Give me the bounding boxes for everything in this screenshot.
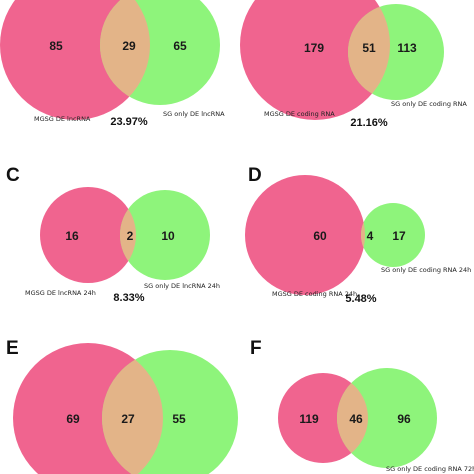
venn-left-count: 60: [313, 229, 327, 243]
venn-overlap-count: 51: [362, 41, 376, 55]
venn-left-count: 119: [299, 412, 319, 426]
panel-letter-c: C: [6, 165, 20, 186]
venn-panel-e: E 69 27 55: [6, 338, 238, 474]
venn-set-left: [245, 175, 365, 295]
venn-set-left: [240, 0, 390, 120]
venn-panel-f: F 119 46 96 SG only DE coding RNA 72h: [250, 338, 474, 473]
venn-overlap-count: 4: [367, 229, 374, 243]
venn-left-count: 69: [66, 412, 80, 426]
venn-overlap-percentage: 21.16%: [350, 117, 388, 129]
venn-right-count: 10: [161, 229, 175, 243]
panel-letter-f: F: [250, 338, 262, 359]
venn-overlap-count: 29: [122, 39, 136, 53]
venn-overlap-percentage: 23.97%: [110, 116, 148, 128]
venn-right-set-label: SG only DE lncRNA 24h: [144, 282, 220, 290]
venn-set-right: [361, 203, 425, 267]
venn-overlap-percentage: 5.48%: [345, 293, 376, 305]
venn-left-count: 16: [65, 229, 79, 243]
venn-right-count: 96: [397, 412, 411, 426]
panel-letter-d: D: [248, 165, 262, 186]
venn-set-right: [120, 190, 210, 280]
venn-overlap-region: [100, 0, 150, 105]
venn-left-set-label: MGSG DE lncRNA 24h: [25, 289, 96, 297]
venn-right-count: 55: [172, 412, 186, 426]
venn-right-set-label: SG only DE coding RNA: [391, 100, 467, 108]
venn-right-set-label: SG only DE coding RNA 72h: [386, 465, 474, 473]
venn-overlap-count: 2: [127, 229, 134, 243]
venn-left-set-label: MGSG DE coding RNA: [264, 110, 335, 118]
venn-panel-d: D 60 4 17 MGSG DE coding RNA 24h SG only…: [245, 165, 471, 305]
venn-panel-a: 85 29 65 MGSG DE lncRNA SG only DE lncRN…: [0, 0, 225, 128]
venn-left-count: 85: [49, 39, 63, 53]
venn-set-left: [40, 187, 136, 283]
venn-panel-b: 179 51 113 MGSG DE coding RNA SG only DE…: [240, 0, 467, 129]
venn-right-count: 113: [397, 41, 417, 55]
venn-right-set-label: SG only DE coding RNA 24h: [381, 266, 471, 274]
venn-overlap-percentage: 8.33%: [113, 292, 144, 304]
venn-left-set-label: MGSG DE coding RNA 24h: [272, 290, 357, 298]
venn-left-count: 179: [304, 41, 324, 55]
panel-letter-e: E: [6, 338, 19, 359]
venn-right-count: 17: [392, 229, 406, 243]
venn-overlap-count: 27: [121, 412, 135, 426]
venn-set-right: [337, 368, 437, 468]
venn-right-count: 65: [173, 39, 187, 53]
venn-panel-c: C 16 2 10 MGSG DE lncRNA 24h SG only DE …: [6, 165, 220, 304]
venn-overlap-region: [102, 350, 163, 474]
venn-overlap-count: 46: [349, 412, 363, 426]
venn-right-set-label: SG only DE lncRNA: [163, 110, 225, 118]
venn-left-set-label: MGSG DE lncRNA: [34, 115, 91, 123]
